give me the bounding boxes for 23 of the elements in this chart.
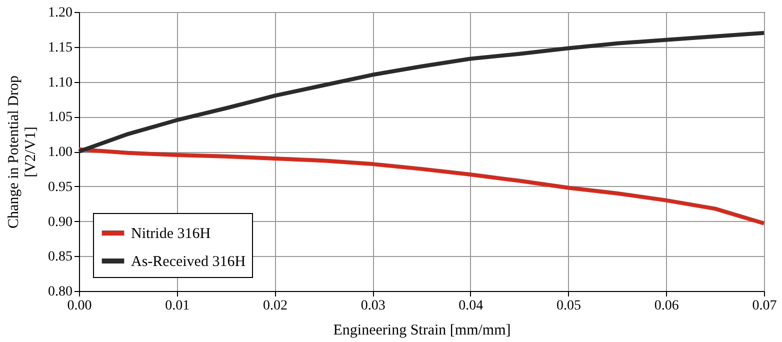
y-tick-label: 1.20 <box>48 6 72 20</box>
x-tick-label: 0.05 <box>556 298 582 314</box>
y-axis-title: Change in Potential Drop [V2/V1] <box>6 76 39 228</box>
y-tick-label: 1.05 <box>48 110 72 126</box>
line-series <box>77 30 766 154</box>
line-series <box>77 147 766 226</box>
y-tick-label: 1.10 <box>48 75 72 90</box>
y-tick-label: 0.85 <box>48 250 72 265</box>
y-tick-label: 0.95 <box>48 180 72 195</box>
y-tick-label: 0.80 <box>48 284 72 300</box>
y-tick-label: 1.00 <box>48 145 72 160</box>
y-tick-label: 0.90 <box>48 214 72 230</box>
legend-label: As-Received 316H <box>131 254 246 270</box>
x-tick-label: 0.00 <box>67 298 92 314</box>
x-tick-label: 0.01 <box>165 298 190 314</box>
y-tick-label: 1.15 <box>48 40 72 56</box>
x-tick-label: 0.02 <box>262 298 288 314</box>
x-tick-label: 0.07 <box>752 298 777 314</box>
x-tick-label: 0.03 <box>360 298 386 314</box>
x-tick-label: 0.06 <box>654 298 679 314</box>
x-tick-label: 0.04 <box>458 298 484 314</box>
legend-label: Nitride 316H <box>131 226 211 242</box>
x-axis-title: Engineering Strain [mm/mm] <box>333 322 511 338</box>
